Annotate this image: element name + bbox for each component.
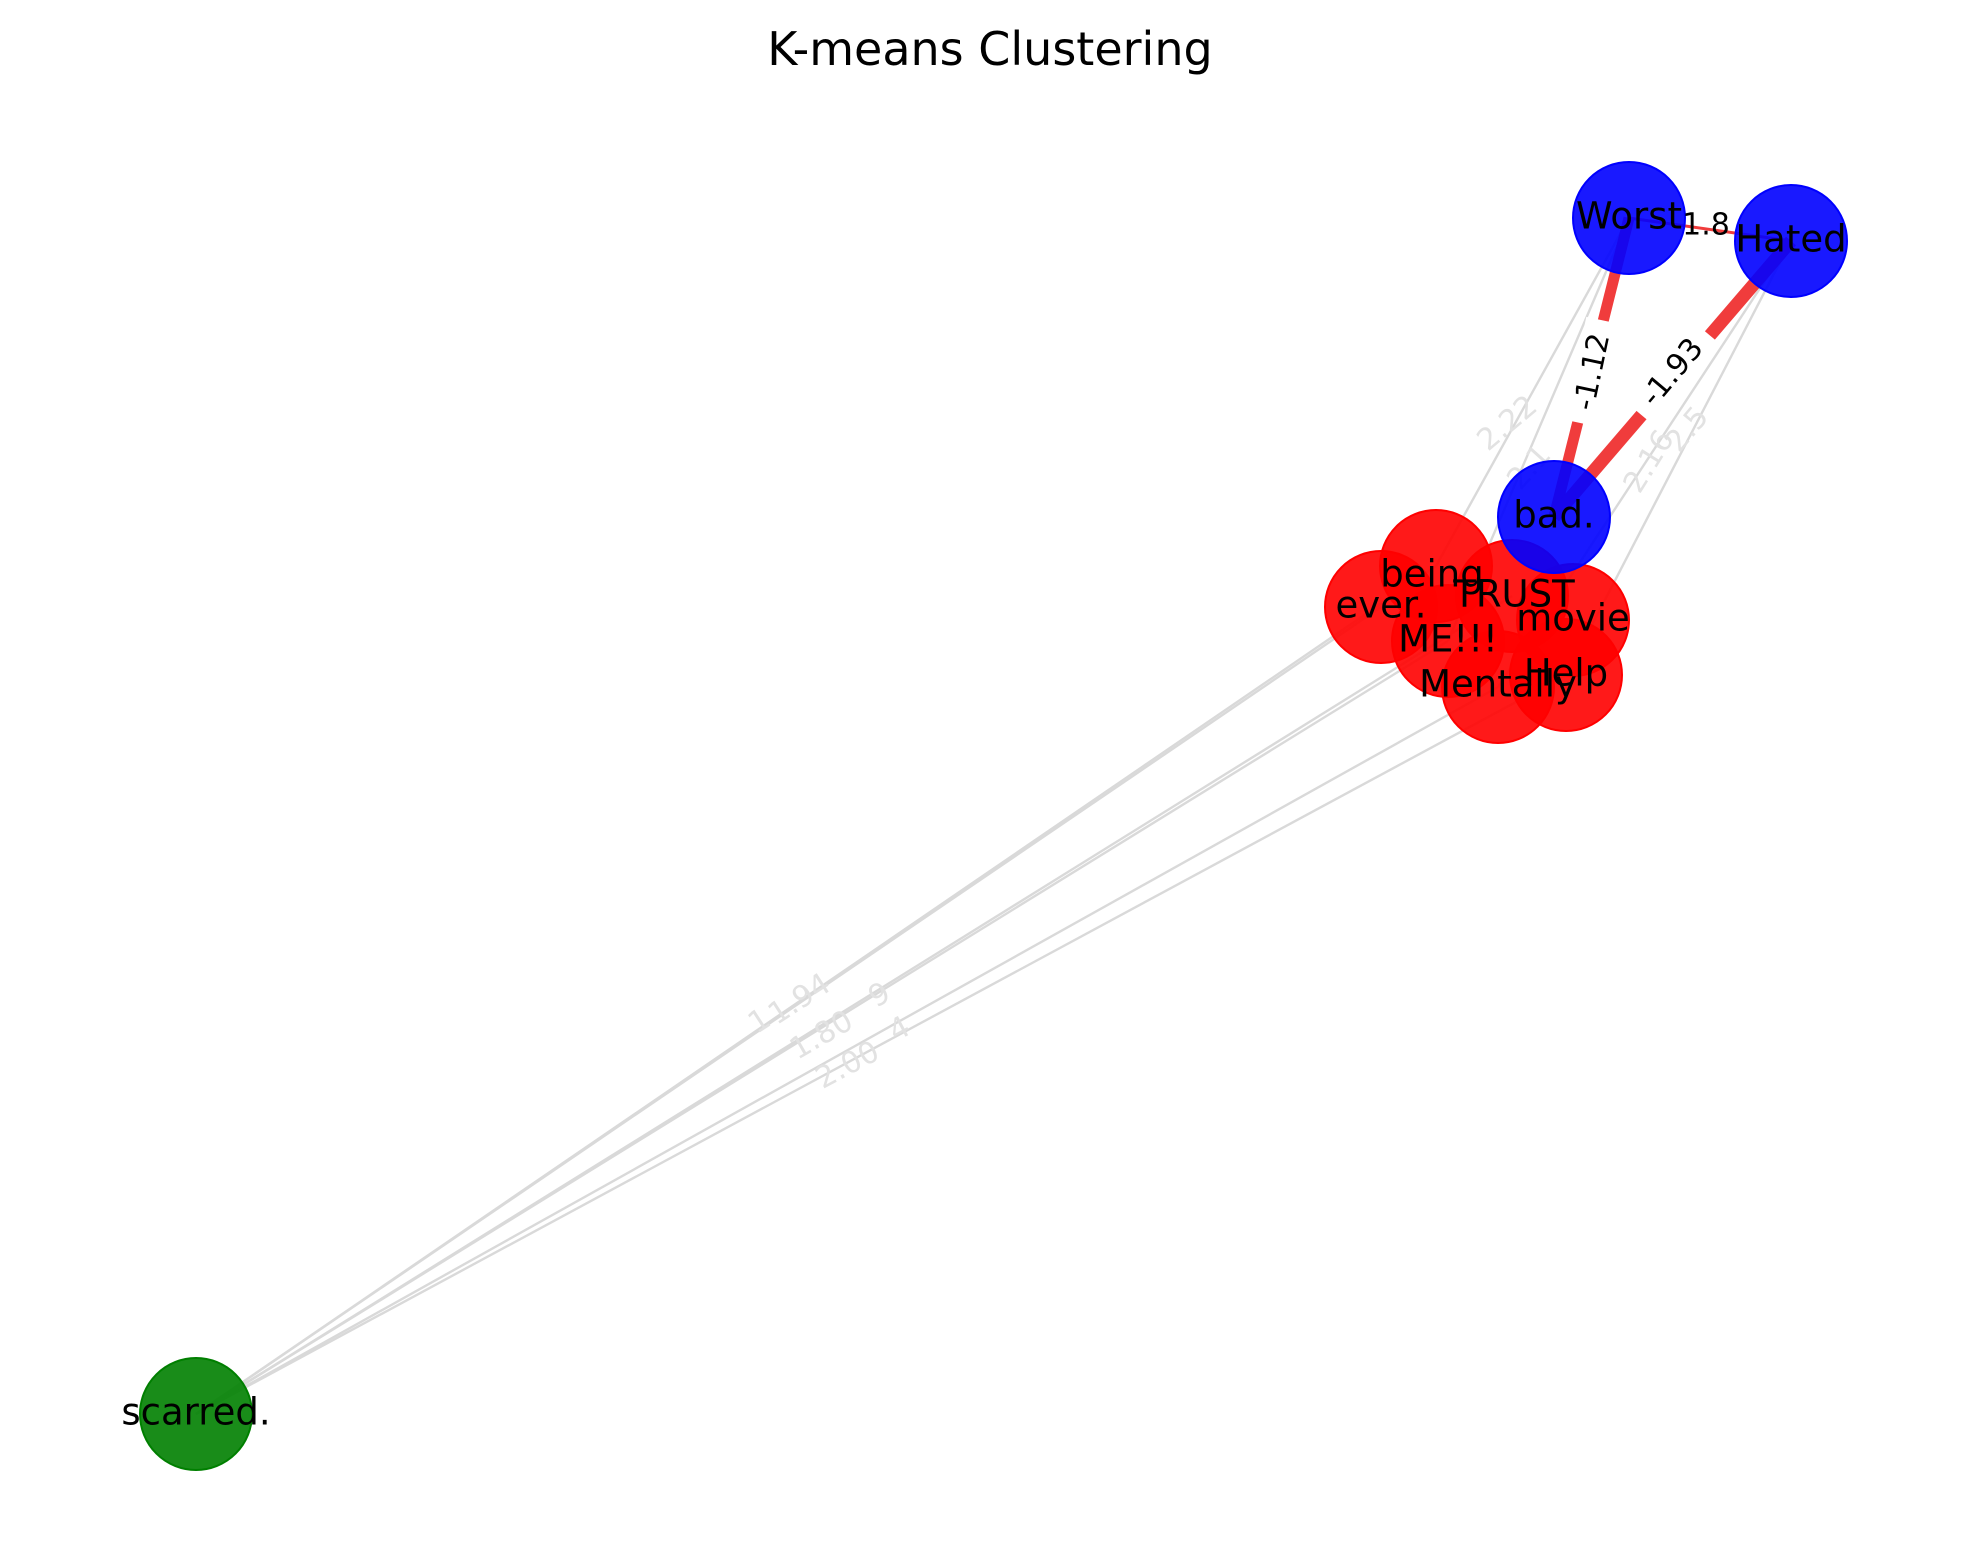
node-hated[interactable] <box>1734 184 1848 298</box>
node-label-being: being <box>1380 553 1483 596</box>
node-help[interactable] <box>1509 618 1623 732</box>
node-label-bad: bad. <box>1513 494 1594 537</box>
node-label-mentally: Mentally <box>1419 663 1577 706</box>
node-worst[interactable] <box>1572 161 1686 275</box>
weak-edge-scarred-mentally <box>195 685 1499 1416</box>
weak-edge-scarred-trust <box>195 594 1513 1416</box>
weak-edge-scarred-help <box>195 673 1567 1416</box>
strong-edge-label-worst-hated: 1.8 <box>1682 208 1730 243</box>
node-label-help: Help <box>1524 652 1608 695</box>
strong-edge-label-bg <box>1625 321 1721 425</box>
strong-edge-label-text: 1.8 <box>1682 208 1730 243</box>
weak-edge-scarred-being <box>195 565 1437 1415</box>
node-label-me: ME!!! <box>1398 618 1498 661</box>
node-label-worst: Worst <box>1576 195 1682 238</box>
weak-edge-being-worst <box>1434 217 1631 567</box>
node-bad[interactable] <box>1497 460 1611 574</box>
node-label-ever: ever. <box>1335 584 1426 627</box>
node-label-trust: TRUST <box>1452 573 1575 616</box>
node-label-movie: movie <box>1516 597 1630 640</box>
node-label-hated: Hated <box>1735 218 1846 261</box>
node-scarred[interactable] <box>139 1357 253 1471</box>
node-me[interactable] <box>1391 584 1505 698</box>
node-label-scarred: scarred. <box>121 1391 270 1434</box>
strong-edge-label-bg <box>1564 316 1622 428</box>
chart-title: K-means Clustering <box>767 22 1213 76</box>
strong-edge-label-hated-bad: -1.93 <box>1625 321 1721 425</box>
strong-edge-label-worst-bad: -1.12 <box>1564 316 1622 428</box>
